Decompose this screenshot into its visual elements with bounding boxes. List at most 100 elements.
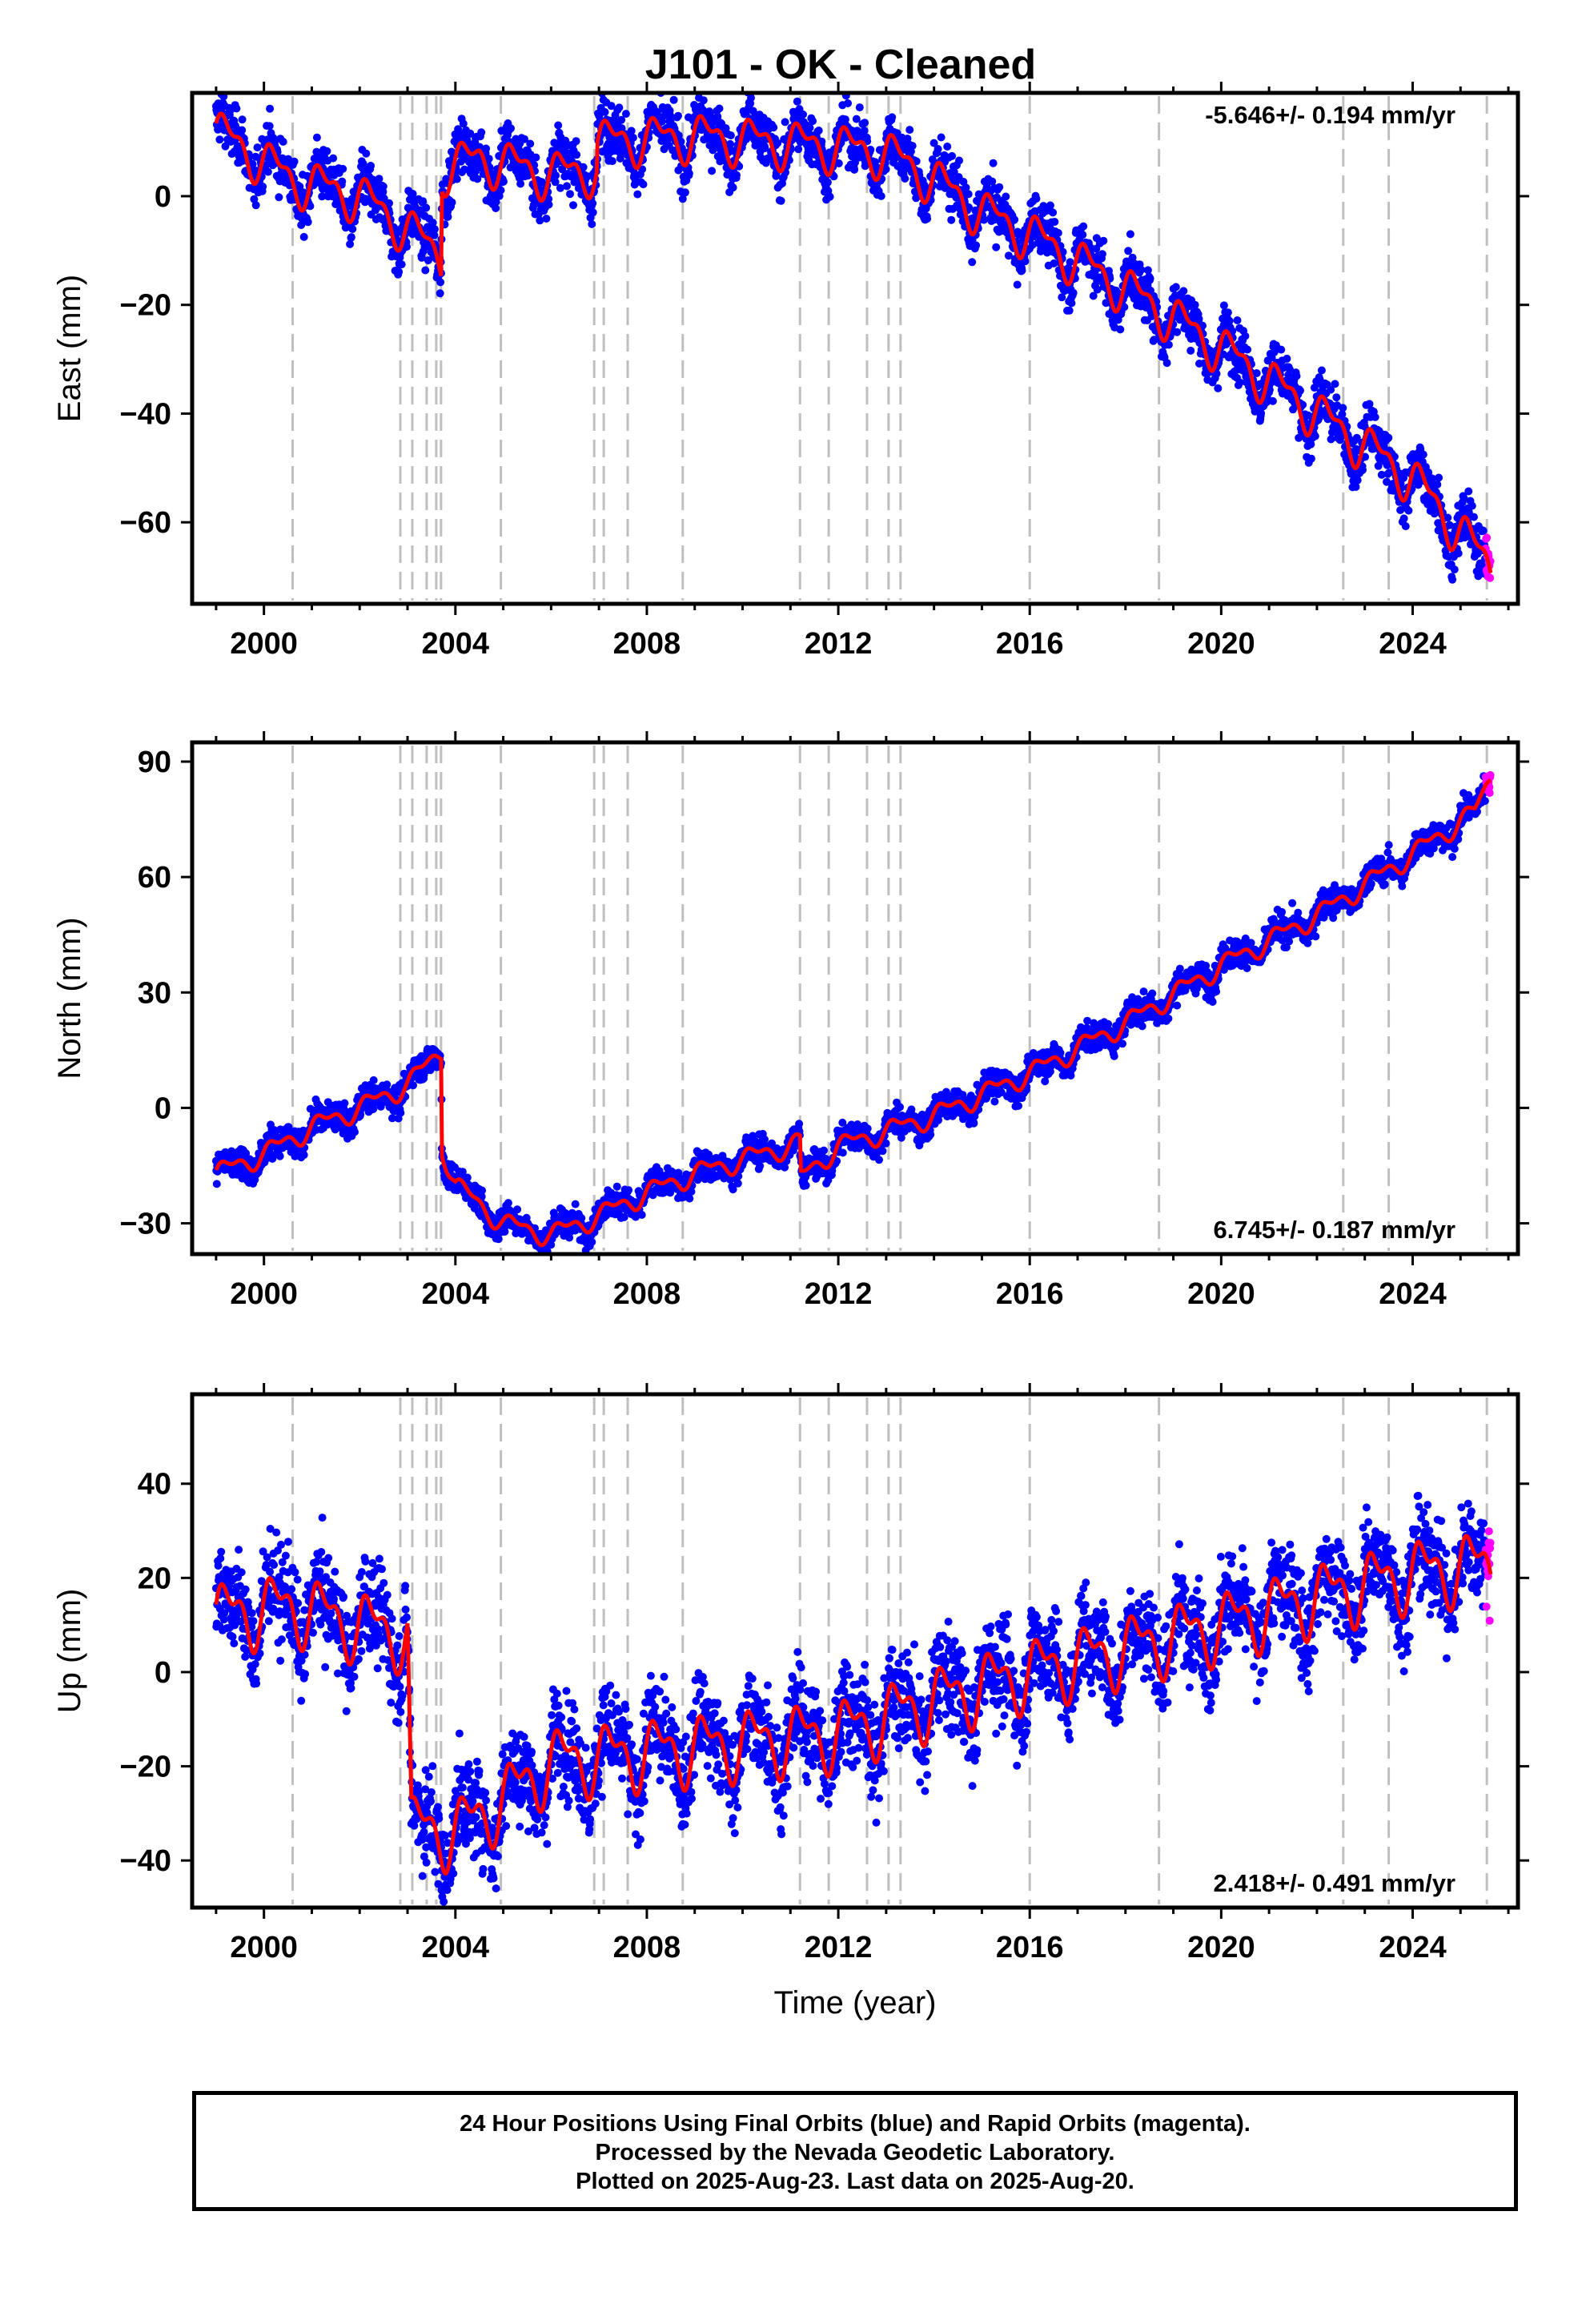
final-point — [484, 155, 493, 163]
final-point — [685, 169, 693, 178]
final-point — [312, 133, 321, 142]
final-point — [396, 1108, 405, 1117]
final-point — [992, 243, 1001, 251]
final-point — [1179, 287, 1188, 296]
final-point — [323, 147, 331, 155]
final-point — [713, 112, 722, 121]
final-point — [901, 175, 909, 183]
final-point — [749, 107, 757, 115]
final-point — [607, 102, 616, 111]
final-point — [852, 115, 861, 123]
final-point — [773, 139, 782, 147]
final-point — [504, 1199, 512, 1208]
final-point — [721, 124, 730, 133]
final-point — [1450, 565, 1459, 574]
final-point — [1359, 465, 1367, 474]
final-point — [212, 1180, 221, 1188]
y-tick-label: −40 — [120, 397, 171, 431]
final-point — [395, 267, 404, 276]
panel-north: 2000 2004 2008 2012 2016 2020 2024−300306090No… — [52, 731, 1529, 1311]
final-point — [250, 195, 259, 203]
final-point — [1124, 247, 1133, 255]
final-point — [579, 163, 588, 171]
final-point — [841, 115, 849, 124]
final-point — [1099, 236, 1108, 245]
final-point — [566, 190, 574, 199]
final-point — [526, 139, 535, 148]
final-point — [588, 1237, 596, 1246]
final-point — [1066, 258, 1074, 267]
final-point — [1268, 396, 1277, 405]
final-point — [825, 192, 834, 201]
final-point — [1050, 218, 1059, 226]
x-tick-label: 2012 — [805, 627, 873, 661]
final-point — [637, 1211, 646, 1219]
final-point — [348, 225, 357, 233]
final-point — [1339, 404, 1347, 412]
final-point — [558, 165, 567, 174]
final-point — [1098, 250, 1106, 259]
final-point — [805, 123, 814, 132]
final-point — [1233, 316, 1242, 324]
final-point — [799, 110, 807, 119]
final-point — [1401, 522, 1410, 531]
final-point — [232, 104, 241, 113]
final-point — [666, 111, 675, 120]
y-tick-label: −60 — [120, 506, 171, 540]
final-point — [383, 1080, 391, 1089]
final-point — [299, 232, 308, 241]
final-point — [571, 1200, 580, 1208]
final-point — [542, 215, 551, 223]
final-point — [989, 159, 998, 167]
final-point — [265, 122, 274, 131]
final-point — [516, 179, 525, 188]
final-point — [492, 204, 500, 212]
final-point — [290, 157, 299, 166]
final-point — [513, 1205, 522, 1214]
final-point — [769, 123, 778, 132]
final-point — [367, 162, 375, 170]
final-point — [588, 208, 597, 217]
final-point — [422, 203, 431, 212]
final-point — [1054, 228, 1062, 237]
final-point — [793, 97, 801, 106]
final-point — [947, 215, 956, 224]
final-point — [948, 151, 957, 160]
panels-layer: 2000 2004 2008 2012 2016 2020 2024−60−40−200Ea… — [52, 82, 1529, 2020]
final-point — [409, 1081, 417, 1090]
final-point — [259, 183, 267, 191]
final-point — [359, 159, 367, 168]
final-point — [482, 144, 491, 153]
final-point — [1137, 265, 1146, 274]
final-point — [881, 165, 890, 174]
final-point — [908, 142, 917, 151]
final-point — [1065, 306, 1074, 315]
final-point — [1079, 222, 1088, 231]
final-point — [823, 178, 832, 187]
final-point — [1479, 526, 1488, 535]
final-point — [617, 124, 626, 133]
final-point — [674, 111, 682, 120]
final-point — [417, 253, 426, 262]
final-point — [221, 142, 230, 151]
final-point — [1046, 201, 1054, 210]
final-point — [627, 127, 636, 135]
final-point — [1399, 514, 1408, 523]
final-point — [1116, 325, 1125, 334]
final-point — [275, 193, 283, 202]
final-point — [1371, 412, 1379, 421]
y-tick-label: 0 — [155, 180, 171, 214]
final-point — [1277, 345, 1286, 354]
final-point — [1331, 380, 1339, 388]
final-point — [496, 186, 505, 195]
final-point — [1032, 195, 1041, 203]
final-point — [923, 215, 932, 223]
final-point — [633, 190, 642, 199]
final-point — [1454, 549, 1463, 557]
final-point — [444, 212, 452, 221]
final-point — [346, 239, 355, 248]
final-point — [677, 137, 685, 146]
final-point — [699, 96, 708, 105]
final-point — [1404, 506, 1413, 515]
